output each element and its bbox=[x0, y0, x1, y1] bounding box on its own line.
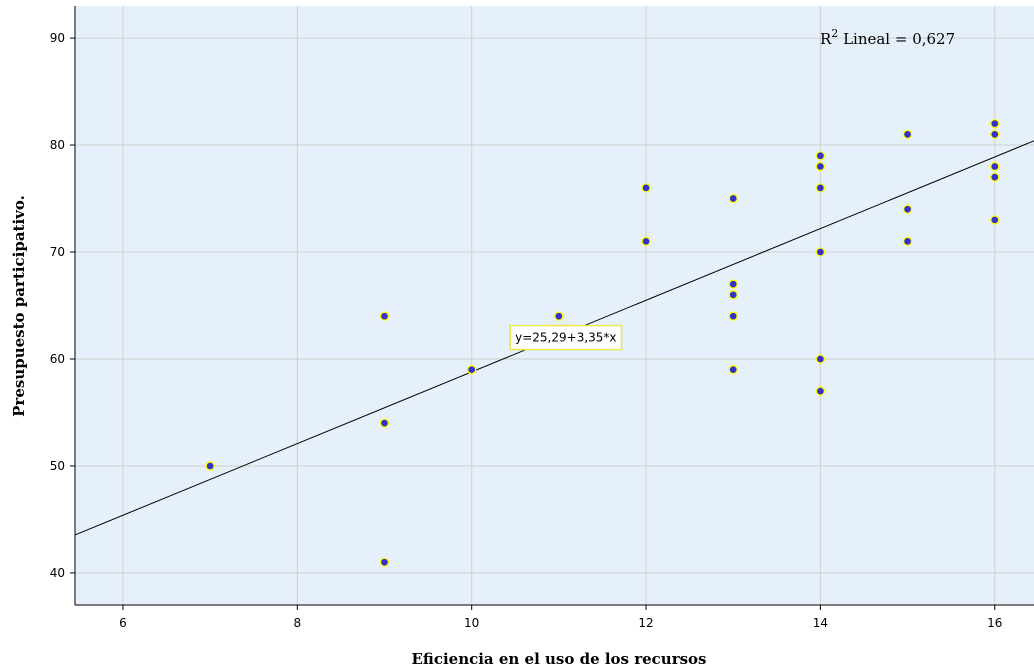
r-squared-superscript: 2 bbox=[831, 27, 838, 40]
data-point bbox=[990, 161, 1000, 172]
data-point bbox=[815, 183, 826, 193]
data-point bbox=[990, 119, 1000, 129]
grid-lines bbox=[75, 6, 1034, 605]
y-tick-label: 80 bbox=[50, 138, 65, 152]
plot-background bbox=[75, 6, 1034, 605]
data-point bbox=[815, 151, 826, 161]
r-squared-label: R2 Lineal = 0,627 bbox=[820, 27, 955, 48]
y-tick-labels: 40 50 60 70 80 90 bbox=[50, 31, 75, 580]
x-axis-title: Eficiencia en el uso de los recursos bbox=[411, 650, 706, 668]
data-point bbox=[641, 236, 651, 246]
data-point bbox=[554, 311, 564, 321]
data-point bbox=[815, 354, 826, 364]
data-point bbox=[990, 215, 1000, 225]
data-point bbox=[728, 279, 738, 289]
data-point bbox=[902, 236, 913, 246]
y-tick-label: 60 bbox=[50, 352, 65, 366]
y-axis-title: Presupuesto participativo. bbox=[10, 195, 28, 417]
data-point bbox=[728, 193, 738, 204]
data-point bbox=[467, 365, 477, 375]
x-tick-label: 16 bbox=[987, 616, 1002, 630]
data-point bbox=[641, 183, 651, 193]
x-tick-labels: 6 8 10 12 14 16 bbox=[119, 605, 1002, 630]
data-point bbox=[815, 161, 826, 172]
x-tick-label: 14 bbox=[813, 616, 828, 630]
x-tick-label: 12 bbox=[638, 616, 653, 630]
data-point bbox=[990, 172, 1000, 182]
fit-equation-label: y=25,29+3,35*x bbox=[509, 324, 623, 351]
data-point bbox=[815, 247, 826, 257]
data-point bbox=[728, 290, 738, 300]
fit-equation-box bbox=[509, 324, 623, 351]
data-point bbox=[379, 311, 390, 321]
data-point bbox=[205, 461, 215, 471]
data-point bbox=[902, 129, 913, 140]
fit-equation-text: y=25,29+3,35*x bbox=[515, 331, 616, 345]
x-tick-label: 8 bbox=[293, 616, 301, 630]
x-tick-label: 10 bbox=[464, 616, 479, 630]
axes bbox=[74, 6, 1034, 606]
data-point bbox=[902, 204, 913, 214]
x-tick-label: 6 bbox=[119, 616, 127, 630]
y-tick-label: 90 bbox=[50, 31, 65, 45]
data-point bbox=[728, 365, 738, 375]
data-points bbox=[205, 119, 1000, 567]
y-tick-label: 40 bbox=[50, 566, 65, 580]
data-point bbox=[990, 129, 1000, 140]
r-squared-value: Lineal = 0,627 bbox=[838, 30, 955, 48]
y-tick-label: 70 bbox=[50, 245, 65, 259]
data-point bbox=[379, 418, 390, 428]
r-squared-prefix: R bbox=[820, 30, 832, 48]
y-tick-label: 50 bbox=[50, 459, 65, 473]
data-point bbox=[815, 386, 826, 396]
data-point bbox=[379, 557, 390, 567]
data-point bbox=[728, 311, 738, 321]
